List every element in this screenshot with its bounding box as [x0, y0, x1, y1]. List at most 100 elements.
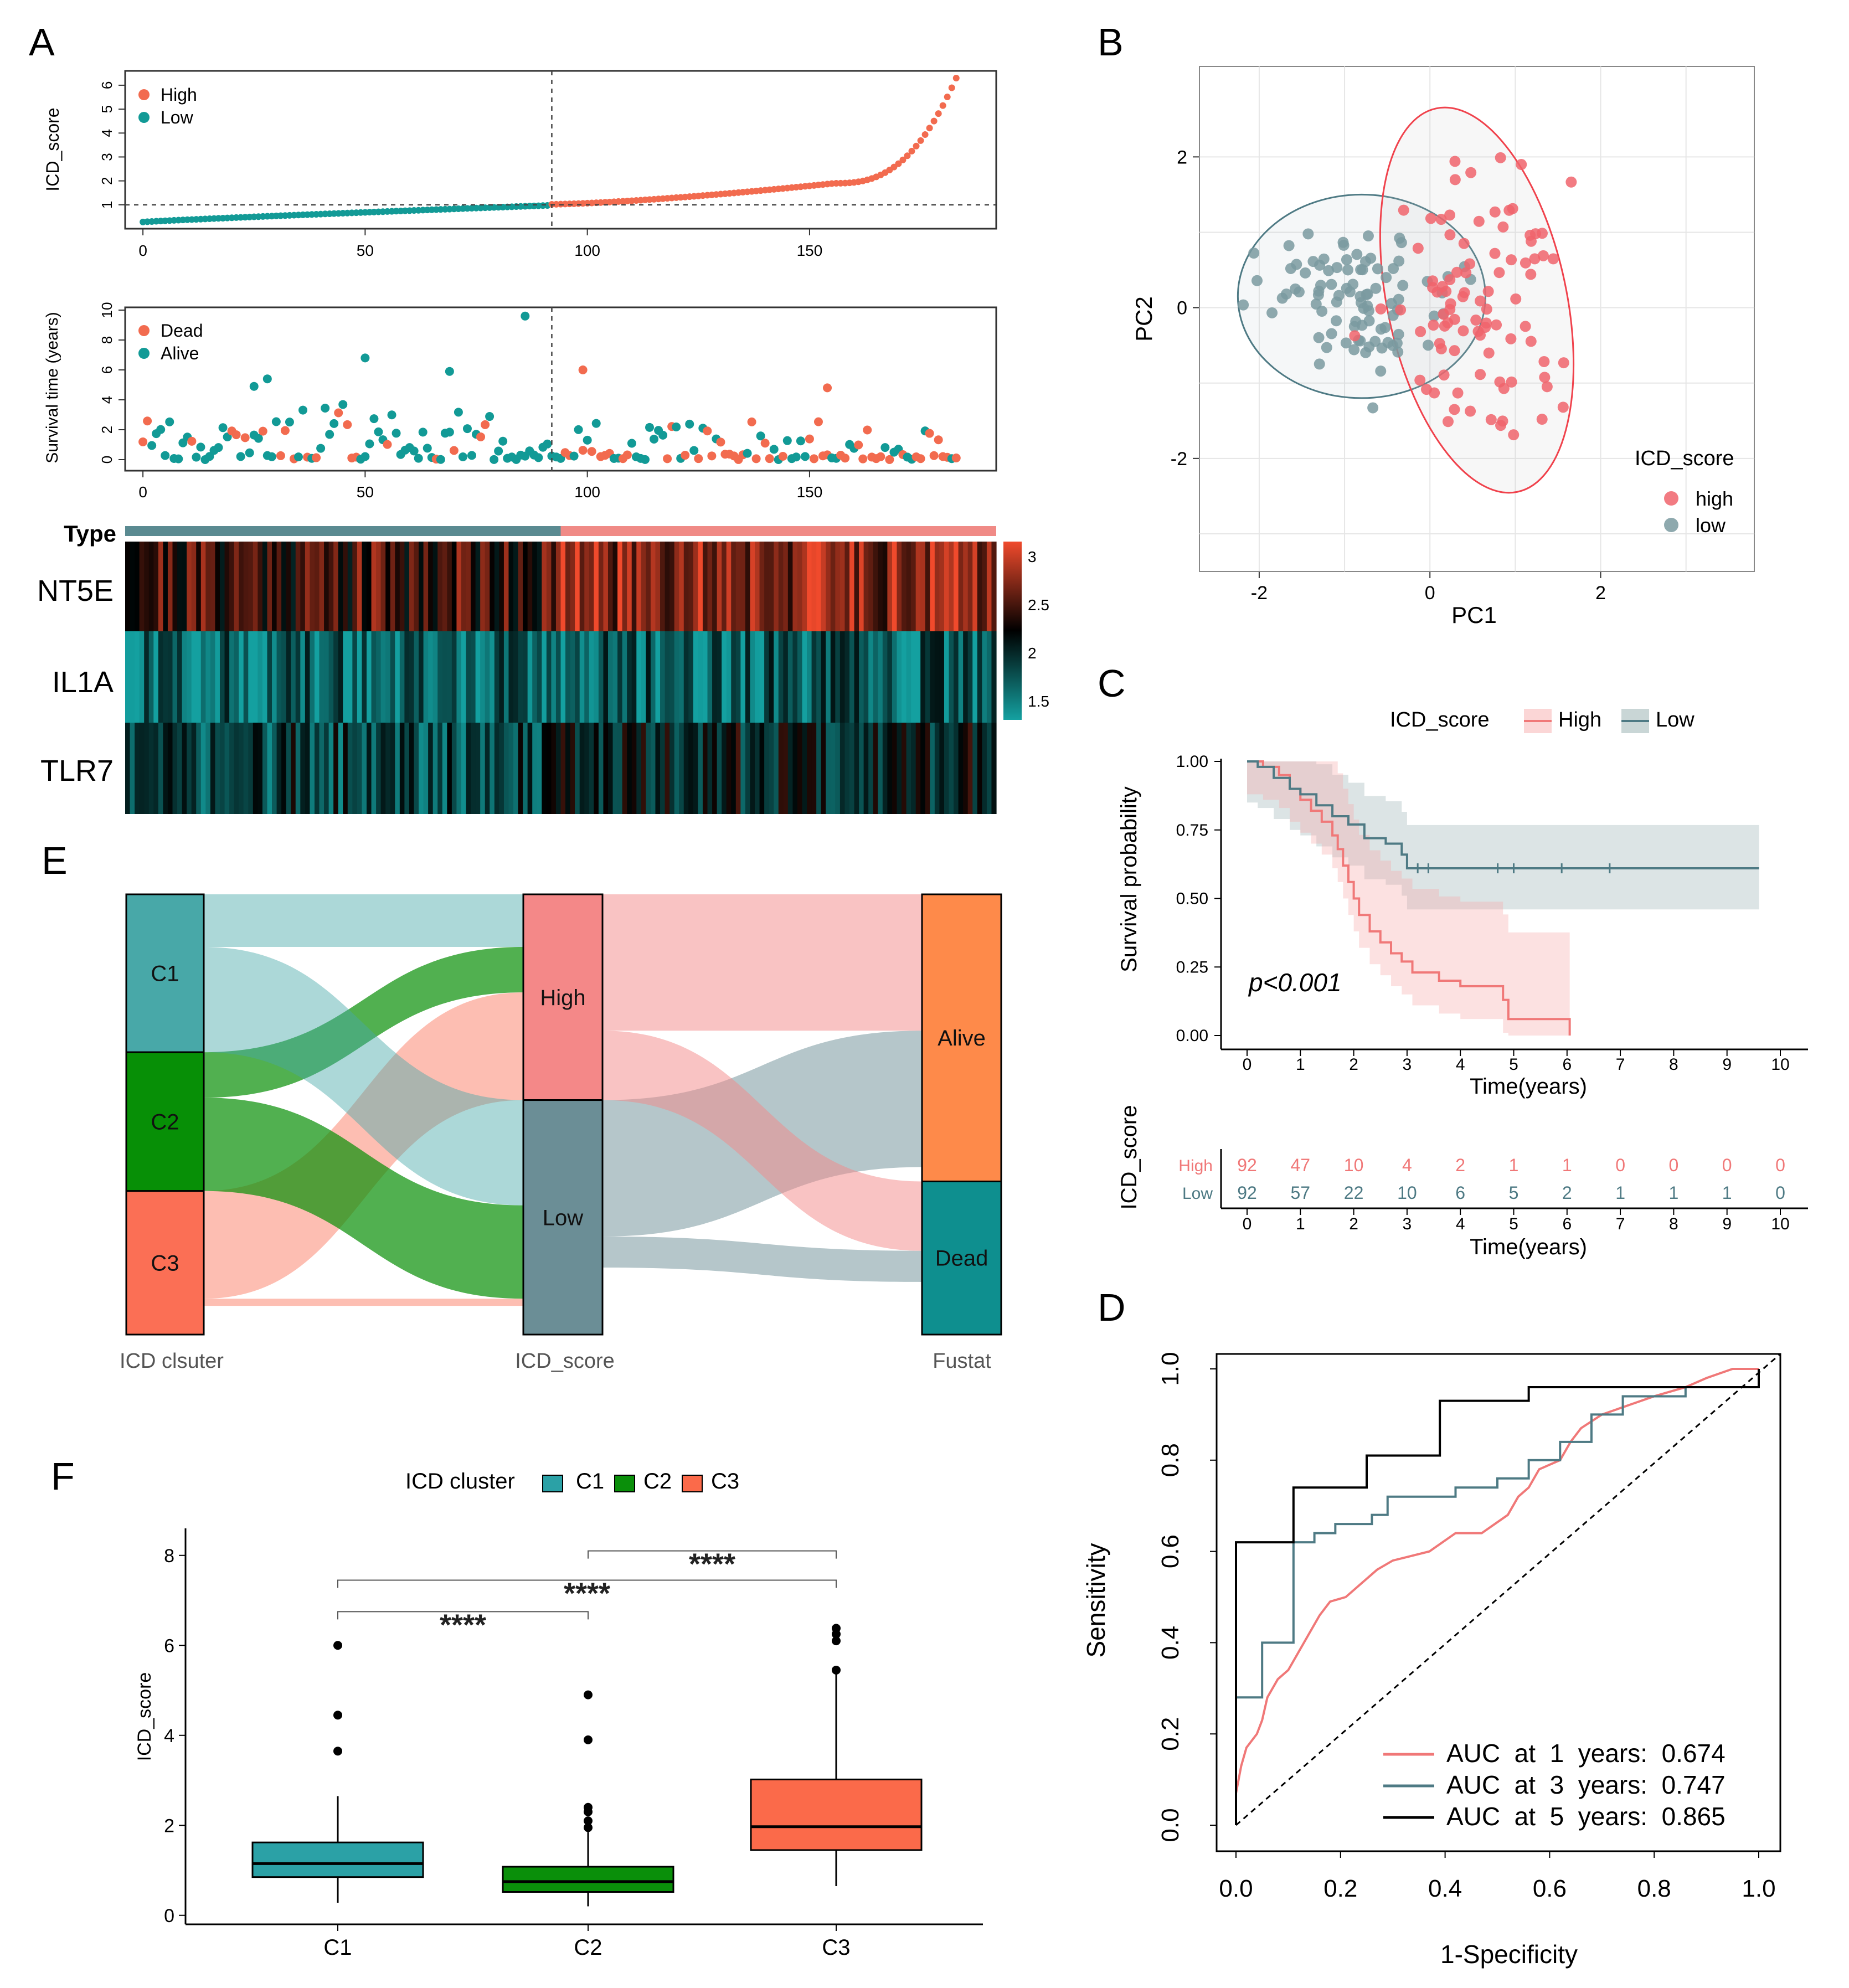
- pca-point-low: [1314, 358, 1325, 370]
- survival-point: [681, 451, 690, 460]
- heatmap-cell: [286, 723, 291, 814]
- risk-ytick-label: 4: [99, 129, 115, 137]
- heatmap-cell: [925, 631, 930, 723]
- risk-table-xtick-label: 8: [1669, 1215, 1678, 1233]
- survival-point: [747, 417, 756, 426]
- risk-table-high-count: 0: [1722, 1155, 1732, 1175]
- heatmap-cell: [148, 631, 154, 723]
- heatmap-cell: [759, 631, 765, 723]
- heatmap-cell: [414, 631, 419, 723]
- heatmap-cell: [991, 631, 997, 723]
- heatmap-cell: [949, 542, 954, 631]
- heatmap-cell: [338, 631, 343, 723]
- risk-plot-yticks: 1 2 3 4 5 6: [99, 81, 125, 209]
- pca-point-low: [1392, 346, 1404, 358]
- pca-point-low: [1331, 315, 1342, 327]
- heatmap-cell: [854, 723, 859, 814]
- survival-point: [240, 433, 250, 442]
- pca-points: [1238, 152, 1577, 441]
- survival-point: [276, 451, 285, 460]
- survival-point: [374, 427, 383, 436]
- pca-point-high: [1536, 414, 1548, 425]
- sig-bracket-c1-c2: [337, 1611, 589, 1620]
- sankey-node-high: [522, 893, 604, 1101]
- roc-curve-1y: [1235, 1368, 1759, 1825]
- roc-ytick-label: 0.2: [1157, 1717, 1184, 1751]
- km-legend: ICD_score High Low: [1390, 708, 1695, 733]
- heatmap-cell: [347, 723, 353, 814]
- risk-plot-legend: High Low: [138, 85, 197, 127]
- heatmap-cell: [745, 542, 751, 631]
- pca-point-high: [1525, 336, 1537, 347]
- heatmap-cell: [897, 542, 902, 631]
- heatmap-cell: [826, 631, 831, 723]
- risk-table-high-count: 4: [1402, 1155, 1412, 1175]
- risk-table-low-count: 10: [1397, 1183, 1417, 1203]
- pca-xtick-label: -2: [1251, 583, 1268, 604]
- box-legend-title: ICD cluster: [405, 1469, 515, 1493]
- heatmap-cell: [669, 542, 675, 631]
- pca-point-low: [1397, 280, 1409, 291]
- pca-point-high: [1565, 176, 1577, 188]
- risk-table-low-count: 92: [1237, 1183, 1257, 1203]
- heatmap-cell: [949, 723, 954, 814]
- pca-point-low: [1238, 299, 1249, 311]
- pca-point-high: [1449, 156, 1461, 167]
- heatmap-cell: [887, 631, 893, 723]
- sig-label-c1-c3: ****: [564, 1577, 610, 1610]
- heatmap-cell: [305, 723, 311, 814]
- km-xtick-label: 6: [1562, 1055, 1572, 1074]
- pca-point-low: [1318, 253, 1330, 265]
- pca-point-high: [1449, 174, 1461, 186]
- sankey-axis-cluster: ICD clsuter: [120, 1350, 224, 1373]
- heatmap-cell: [404, 723, 410, 814]
- heatmap-cell: [319, 631, 325, 723]
- heatmap-cell: [158, 723, 163, 814]
- survival-point: [267, 452, 276, 461]
- survival-point: [329, 419, 339, 428]
- pca-point-high: [1449, 345, 1460, 357]
- risk-table-high-count: 92: [1237, 1155, 1257, 1175]
- survival-point: [445, 367, 454, 376]
- pca-point-high: [1435, 343, 1447, 354]
- sankey-node-label-low: Low: [543, 1206, 583, 1230]
- survival-point: [543, 439, 552, 449]
- risk-xtick-label: 150: [797, 242, 823, 259]
- box-outlier-c3: [832, 1624, 841, 1633]
- heatmap-cell: [594, 723, 599, 814]
- heatmap-cell: [437, 723, 443, 814]
- km-xtick-label: 8: [1669, 1055, 1678, 1074]
- heatmap-cell: [897, 723, 902, 814]
- pca-point-high: [1457, 291, 1469, 302]
- survival-point: [645, 423, 655, 432]
- heatmap-cell: [750, 631, 755, 723]
- pca-point-low: [1423, 339, 1434, 351]
- heatmap-cell: [674, 631, 679, 723]
- sig-bracket-c1-c3: [337, 1579, 837, 1588]
- heatmap-cell: [575, 542, 580, 631]
- survival-point: [147, 441, 157, 450]
- heatmap-cell: [579, 631, 585, 723]
- sankey-flow-c1-high: [204, 894, 523, 947]
- roc-legend: AUC at 1 years: 0.674 AUC at 3 years: 0.…: [1383, 1739, 1726, 1831]
- heatmap-cell: [219, 631, 225, 723]
- heatmap-cell: [750, 723, 755, 814]
- pca-point-high: [1520, 321, 1531, 332]
- roc-legend-1y: AUC at 1 years: 0.674: [1446, 1739, 1726, 1768]
- heatmap-cell: [499, 631, 504, 723]
- survival-point: [800, 452, 810, 461]
- heatmap-cell: [200, 631, 206, 723]
- heatmap-cell: [787, 631, 793, 723]
- heatmap-cell: [224, 542, 230, 631]
- heatmap-cell: [551, 631, 557, 723]
- heatmap-cell: [603, 723, 609, 814]
- heatmap-cell: [702, 542, 708, 631]
- heatmap-cell: [385, 631, 391, 723]
- heatmap-cell: [305, 631, 311, 723]
- heatmap-color-scale: [1003, 542, 1022, 720]
- heatmap-cell: [295, 631, 301, 723]
- heatmap-cell: [291, 723, 296, 814]
- roc-ytick-label: 0.4: [1157, 1626, 1184, 1660]
- heatmap-cell: [897, 631, 902, 723]
